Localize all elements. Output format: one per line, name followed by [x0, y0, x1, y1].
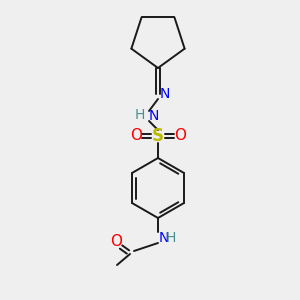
Text: S: S: [152, 127, 164, 145]
Text: N: N: [159, 231, 169, 245]
Text: O: O: [174, 128, 186, 143]
Text: O: O: [110, 235, 122, 250]
Text: O: O: [130, 128, 142, 143]
Text: N: N: [160, 87, 170, 101]
Text: H: H: [135, 108, 145, 122]
Text: H: H: [166, 231, 176, 245]
Text: N: N: [149, 109, 159, 123]
